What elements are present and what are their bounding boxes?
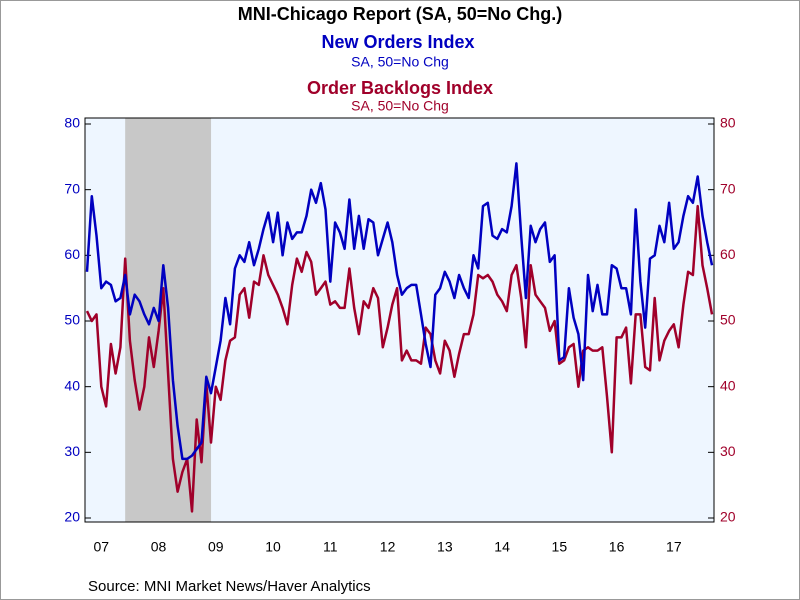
y2-tick-label: 40: [720, 377, 736, 393]
y-tick-label: 60: [64, 246, 80, 262]
x-tick-label: 17: [666, 539, 682, 555]
y-tick-label: 30: [64, 443, 80, 459]
y2-tick-label: 50: [720, 312, 736, 328]
y2-tick-label: 20: [720, 509, 736, 525]
y2-tick-label: 80: [720, 115, 736, 131]
y-tick-label: 20: [64, 509, 80, 525]
x-tick-label: 15: [552, 539, 568, 555]
y-tick-label: 50: [64, 312, 80, 328]
series-subtitle: SA, 50=No Chg: [351, 98, 449, 114]
y-tick-label: 70: [64, 180, 80, 196]
source: Source: MNI Market News/Haver Analytics: [88, 578, 371, 595]
x-tick-label: 10: [265, 539, 281, 555]
x-tick-label: 12: [380, 539, 396, 555]
plot-border: [84, 117, 715, 523]
chart-title: MNI-Chicago Report (SA, 50=No Chg.): [238, 4, 563, 24]
x-tick-label: 07: [94, 539, 110, 555]
x-tick-label: 13: [437, 539, 453, 555]
x-tick-label: 16: [609, 539, 625, 555]
x-tick-label: 14: [494, 539, 510, 555]
y2-tick-label: 30: [720, 443, 736, 459]
series-title: New Orders Index: [321, 32, 474, 52]
y2-tick-label: 60: [720, 246, 736, 262]
series-title: Order Backlogs Index: [307, 78, 493, 98]
x-tick-label: 08: [151, 539, 167, 555]
x-tick-label: 11: [323, 539, 338, 555]
series-line: [85, 204, 714, 513]
series-subtitle: SA, 50=No Chg: [351, 54, 449, 70]
y2-tick-label: 70: [720, 180, 736, 196]
y-tick-label: 80: [64, 115, 80, 131]
x-tick-label: 09: [208, 539, 224, 555]
y-tick-label: 40: [64, 377, 80, 393]
series-line: [85, 162, 714, 461]
